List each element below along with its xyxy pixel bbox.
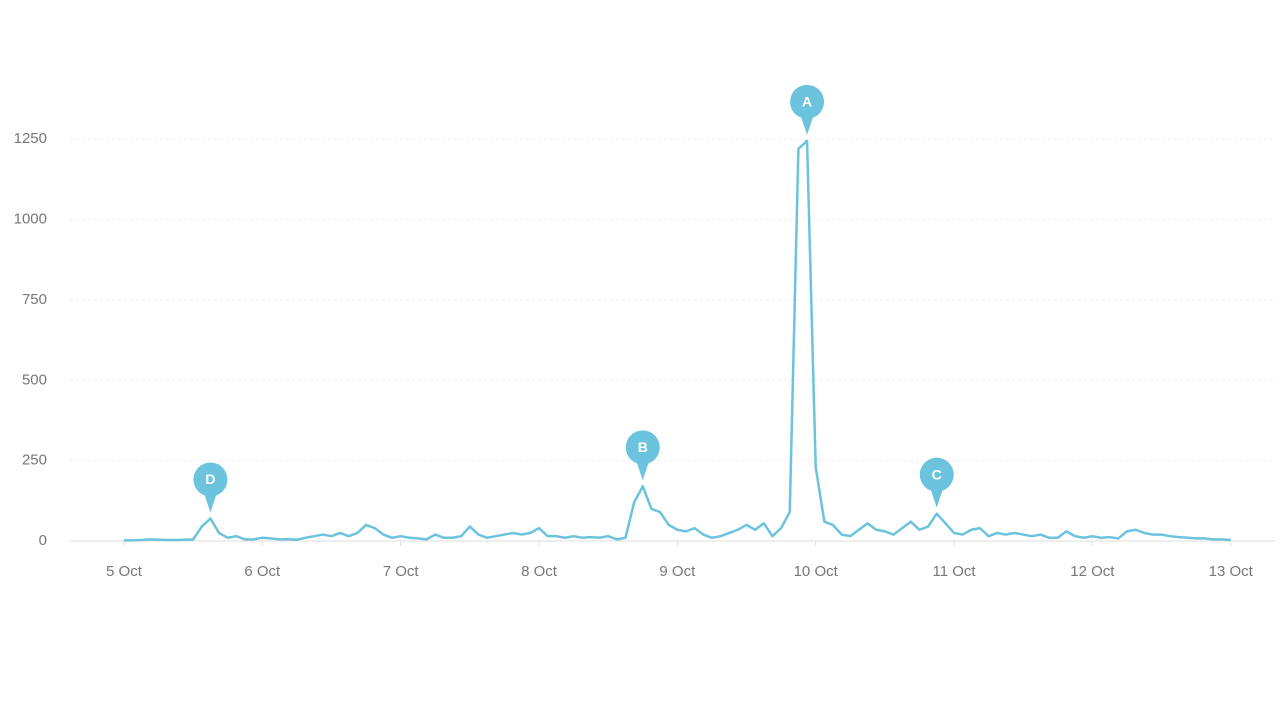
pin-pointer [800, 113, 815, 135]
annotation-pin: D [193, 462, 228, 513]
annotation-label: B [638, 439, 648, 455]
y-tick-label: 1000 [14, 211, 47, 228]
x-tick-label: 12 Oct [1070, 563, 1115, 580]
line [123, 139, 1231, 542]
x-tick-label: 5 Oct [106, 563, 143, 580]
pin-pointer [203, 491, 218, 513]
annotation-pin: A [790, 84, 825, 135]
y-tick-label: 500 [22, 371, 47, 388]
y-tick-label: 750 [22, 291, 47, 308]
x-tick-label: 11 Oct [932, 563, 976, 580]
annotation-marker [625, 430, 660, 465]
annotation-marker [919, 457, 954, 492]
annotation-label: A [802, 94, 812, 110]
pin-pointer [635, 459, 650, 481]
annotation-pin: C [919, 457, 954, 508]
annotation-marker [790, 84, 825, 119]
x-tick-label: 9 Oct [659, 563, 696, 580]
annotation-label: D [205, 471, 215, 487]
y-tick-label: 1250 [14, 130, 47, 147]
annotation-label: C [932, 466, 942, 482]
y-tick-label: 0 [39, 532, 47, 549]
x-tick-label: 13 Oct [1209, 563, 1254, 580]
annotation-marker [193, 462, 228, 497]
x-tick-label: 8 Oct [521, 563, 558, 580]
y-tick-label: 250 [22, 452, 47, 469]
x-tick-label: 7 Oct [383, 563, 420, 580]
annotation-pin: B [625, 430, 660, 481]
x-tick-label: 10 Oct [794, 563, 839, 580]
pin-pointer [929, 486, 944, 508]
x-tick-label: 6 Oct [244, 563, 281, 580]
